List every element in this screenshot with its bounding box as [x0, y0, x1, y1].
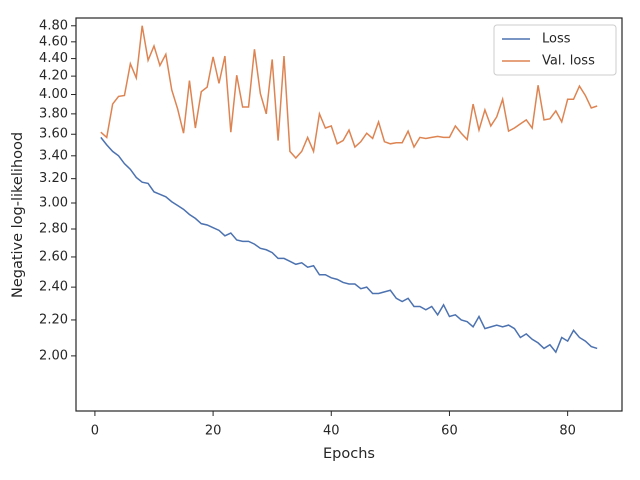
y-tick-label: 4.00 — [39, 87, 68, 102]
x-axis-label: Epochs — [323, 446, 375, 462]
legend-box — [493, 24, 617, 76]
x-tick-label: 80 — [559, 424, 576, 439]
x-tick-label: 60 — [441, 424, 458, 439]
line-series — [100, 136, 598, 354]
plot-frame — [75, 17, 623, 412]
y-tick-label: 4.20 — [39, 69, 68, 84]
legend-label: Val. loss — [542, 54, 595, 69]
x-tick-label: 40 — [323, 424, 340, 439]
y-tick-label: 2.40 — [39, 280, 68, 295]
y-tick-label: 4.60 — [39, 34, 68, 49]
y-tick-label: 3.80 — [39, 106, 68, 121]
legend-label: Loss — [542, 32, 571, 47]
y-axis-label: Negative log-likelihood — [10, 132, 26, 298]
line-series — [100, 25, 598, 160]
y-tick-label: 4.40 — [39, 51, 68, 66]
y-tick-label: 3.00 — [39, 195, 68, 210]
y-tick-label: 4.80 — [39, 18, 68, 33]
x-tick-label: 20 — [205, 424, 222, 439]
y-tick-label: 2.00 — [39, 348, 68, 363]
y-tick-label: 3.40 — [39, 148, 68, 163]
y-tick-label: 3.20 — [39, 171, 68, 186]
y-tick-label: 2.80 — [39, 222, 68, 237]
y-tick-label: 2.20 — [39, 312, 68, 327]
x-tick-label: 0 — [91, 424, 99, 439]
y-tick-label: 3.60 — [39, 127, 68, 142]
y-tick-label: 2.60 — [39, 249, 68, 264]
